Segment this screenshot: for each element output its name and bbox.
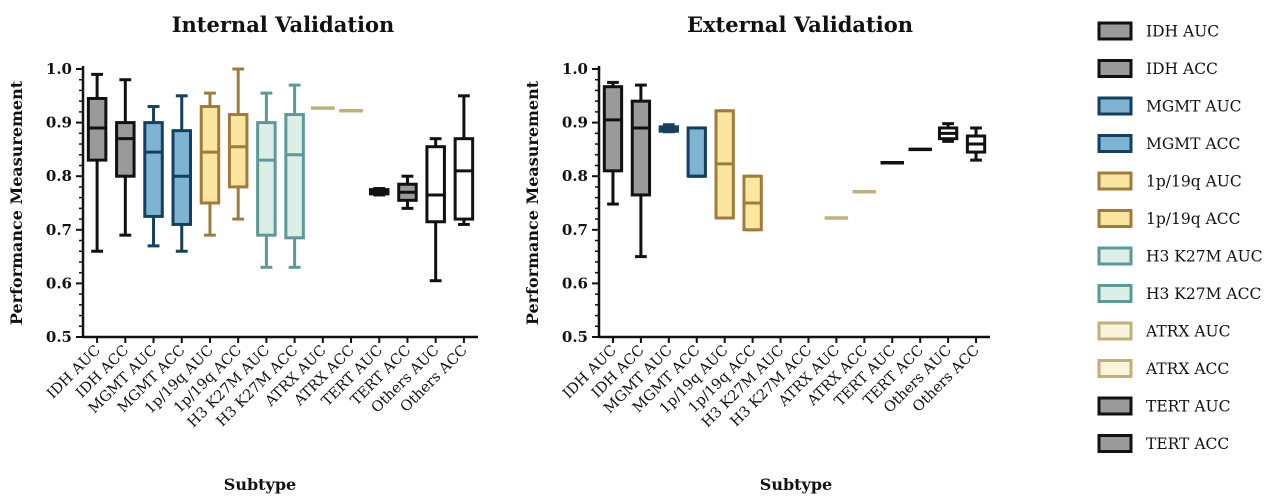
legend-swatch <box>1097 21 1133 41</box>
y-tick-label: 0.8 <box>562 167 588 185</box>
box-7 <box>284 83 305 269</box>
box-iqr <box>115 121 136 178</box>
legend-item: ATRX ACC <box>1097 359 1229 378</box>
y-tick-label: 0.9 <box>46 114 72 132</box>
y-tick-label: 0.5 <box>46 328 72 346</box>
legend-label: TERT ACC <box>1146 435 1229 453</box>
legend-label: ATRX AUC <box>1145 323 1230 341</box>
chart-title: Internal Validation <box>172 12 395 37</box>
external-validation-chart: External Validation Performance Measurem… <box>523 12 990 494</box>
chart-title: External Validation <box>687 12 913 37</box>
legend-label: IDH ACC <box>1146 60 1218 78</box>
box-iqr <box>686 126 707 178</box>
y-tick-label: 0.9 <box>562 114 588 132</box>
legend-swatch <box>1097 434 1133 453</box>
legend-swatch <box>1097 171 1133 191</box>
legend-label: H3 K27M AUC <box>1146 248 1263 266</box>
legend-label: TERT AUC <box>1146 398 1230 416</box>
legend-swatch <box>1097 59 1133 78</box>
y-tick-label: 0.6 <box>46 274 72 292</box>
legend-label: 1p/19q AUC <box>1146 173 1242 191</box>
legend-label: MGMT ACC <box>1146 135 1240 153</box>
legend-item: 1p/19q AUC <box>1097 171 1242 191</box>
x-axis-label: Subtype <box>224 475 296 494</box>
legend-item: MGMT ACC <box>1097 134 1240 153</box>
y-tick-label: 0.5 <box>562 328 588 346</box>
box-2 <box>658 123 679 134</box>
box-3 <box>686 126 707 178</box>
legend-swatch <box>1097 96 1133 116</box>
legend-label: 1p/19q ACC <box>1146 210 1241 228</box>
legend-item: 1p/19q ACC <box>1097 209 1241 228</box>
legend-swatch <box>1097 359 1133 378</box>
legend-item: H3 K27M AUC <box>1097 246 1263 266</box>
y-tick-label: 1.0 <box>46 60 72 78</box>
box-iqr <box>199 105 221 205</box>
box-iqr <box>227 113 249 189</box>
box-iqr <box>453 137 475 221</box>
legend-item: MGMT AUC <box>1097 96 1242 116</box>
box-4 <box>714 109 735 220</box>
box-6 <box>256 91 277 269</box>
legend-item: IDH ACC <box>1097 59 1218 78</box>
box-10 <box>369 187 390 197</box>
y-axis-label: Performance Measurement <box>523 80 542 325</box>
box-iqr <box>602 85 624 173</box>
legend-swatch <box>1097 246 1133 266</box>
box-2 <box>143 105 164 248</box>
legend-swatch <box>1097 134 1133 153</box>
box-5 <box>742 174 763 232</box>
box-5 <box>227 67 249 221</box>
box-3 <box>171 94 192 253</box>
legend-swatch <box>1097 209 1133 228</box>
x-axis-label: Subtype <box>760 475 832 494</box>
box-12 <box>425 137 446 283</box>
box-0 <box>602 80 624 206</box>
legend-swatch <box>1097 284 1133 303</box>
y-tick-label: 0.6 <box>562 274 588 292</box>
legend-item: TERT AUC <box>1097 396 1230 416</box>
box-4 <box>199 91 221 237</box>
box-1 <box>115 78 136 237</box>
box-iqr <box>284 113 305 240</box>
box-13 <box>965 126 987 162</box>
internal-validation-chart: Internal Validation Performance Measurem… <box>7 12 478 494</box>
box-1 <box>630 83 652 259</box>
y-tick-label: 0.7 <box>46 221 72 239</box>
legend-label: ATRX ACC <box>1145 360 1229 378</box>
legend-label: H3 K27M ACC <box>1146 285 1261 303</box>
legend-label: IDH AUC <box>1146 23 1219 41</box>
y-axis-label: Performance Measurement <box>7 80 26 325</box>
legend-swatch <box>1097 396 1133 416</box>
box-13 <box>453 94 475 226</box>
box-iqr <box>425 145 446 224</box>
y-tick-label: 0.8 <box>46 167 72 185</box>
box-12 <box>937 122 959 143</box>
box-iqr <box>256 121 277 237</box>
legend: IDH AUC IDH ACC MGMT AUC MGMT ACC 1p/19q AUC… <box>1097 21 1263 453</box>
box-0 <box>86 72 108 253</box>
legend-item: H3 K27M ACC <box>1097 284 1261 303</box>
legend-item: IDH AUC <box>1097 21 1219 41</box>
legend-label: MGMT AUC <box>1146 98 1242 116</box>
y-tick-label: 0.7 <box>562 221 588 239</box>
legend-item: TERT ACC <box>1097 434 1229 453</box>
box-11 <box>397 174 418 210</box>
legend-item: ATRX AUC <box>1097 321 1230 341</box>
box-iqr <box>630 99 652 197</box>
box-iqr <box>143 121 164 218</box>
y-tick-label: 1.0 <box>562 60 588 78</box>
legend-swatch <box>1097 321 1133 341</box>
